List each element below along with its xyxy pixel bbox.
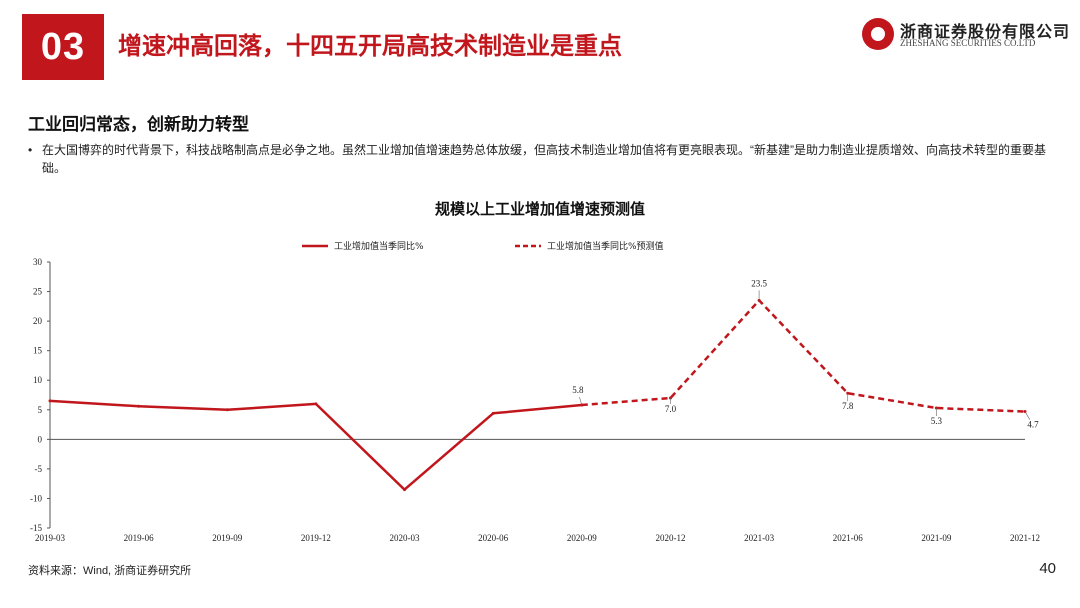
x-tick-label: 2021-03 bbox=[744, 533, 774, 543]
legend-label: 工业增加值当季同比%预测值 bbox=[547, 240, 664, 252]
y-tick-label: 30 bbox=[33, 257, 43, 267]
bullet-dot-icon: • bbox=[28, 143, 33, 157]
logo-mark-icon bbox=[862, 18, 894, 50]
page-number: 40 bbox=[1039, 560, 1056, 577]
logo-chinese-name: 浙商证券股份有限公司 bbox=[900, 24, 1071, 41]
company-logo: 浙商证券股份有限公司 ZHESHANG SECURITIES CO.LTD bbox=[862, 16, 1069, 56]
data-label: 7.0 bbox=[665, 404, 677, 414]
page-title: 增速冲高回落，十四五开局高技术制造业是重点 bbox=[118, 33, 622, 60]
data-label: 5.8 bbox=[572, 385, 584, 395]
data-label: 4.7 bbox=[1027, 420, 1039, 430]
data-point bbox=[137, 404, 141, 408]
data-label: 23.5 bbox=[751, 278, 767, 288]
y-tick-label: 25 bbox=[33, 287, 43, 297]
x-tick-label: 2020-12 bbox=[655, 533, 685, 543]
data-point bbox=[491, 411, 495, 415]
y-tick-label: 10 bbox=[33, 375, 43, 385]
data-point bbox=[225, 408, 229, 412]
y-tick-label: 20 bbox=[33, 316, 43, 326]
data-point bbox=[314, 402, 318, 406]
y-tick-label: 5 bbox=[38, 405, 43, 415]
x-tick-label: 2021-06 bbox=[833, 533, 863, 543]
x-tick-label: 2020-09 bbox=[567, 533, 597, 543]
chart-title: 规模以上工业增加值增速预测值 bbox=[434, 201, 645, 218]
actual-series-line bbox=[49, 399, 582, 491]
logo-english-name: ZHESHANG SECURITIES CO.LTD bbox=[900, 38, 1036, 48]
data-point bbox=[757, 298, 761, 302]
section-subtitle: 工业回归常态，创新助力转型 bbox=[28, 115, 249, 134]
forecast-series-line bbox=[581, 299, 1026, 413]
x-tick-label: 2020-03 bbox=[390, 533, 420, 543]
bullet-paragraph: • 在大国博弈的时代背景下，科技战略制高点是必争之地。虽然工业增加值增速趋势总体… bbox=[28, 141, 1058, 177]
y-tick-label: -5 bbox=[35, 464, 43, 474]
x-tick-label: 2021-12 bbox=[1010, 533, 1040, 543]
data-label-leader bbox=[579, 396, 583, 406]
source-note: 资料来源：Wind, 浙商证券研究所 bbox=[28, 565, 192, 577]
y-tick-label: -10 bbox=[30, 493, 42, 503]
data-label-leader bbox=[1024, 411, 1031, 420]
x-tick-label: 2020-06 bbox=[478, 533, 508, 543]
y-tick-label: -15 bbox=[30, 523, 42, 533]
section-number-badge: 03 bbox=[22, 14, 104, 80]
data-label: 7.8 bbox=[842, 401, 854, 411]
x-tick-label: 2019-06 bbox=[124, 533, 154, 543]
x-tick-label: 2021-09 bbox=[921, 533, 951, 543]
y-tick-label: 0 bbox=[38, 434, 43, 444]
legend-label: 工业增加值当季同比% bbox=[334, 240, 424, 252]
data-point bbox=[48, 399, 52, 403]
bullet-text: 在大国博弈的时代背景下，科技战略制高点是必争之地。虽然工业增加值增速趋势总体放缓… bbox=[42, 143, 1046, 175]
data-label: 5.3 bbox=[931, 416, 943, 426]
x-tick-label: 2019-12 bbox=[301, 533, 331, 543]
y-tick-label: 15 bbox=[33, 346, 43, 356]
data-point bbox=[403, 488, 407, 492]
x-tick-label: 2019-09 bbox=[212, 533, 242, 543]
x-tick-label: 2019-03 bbox=[35, 533, 65, 543]
